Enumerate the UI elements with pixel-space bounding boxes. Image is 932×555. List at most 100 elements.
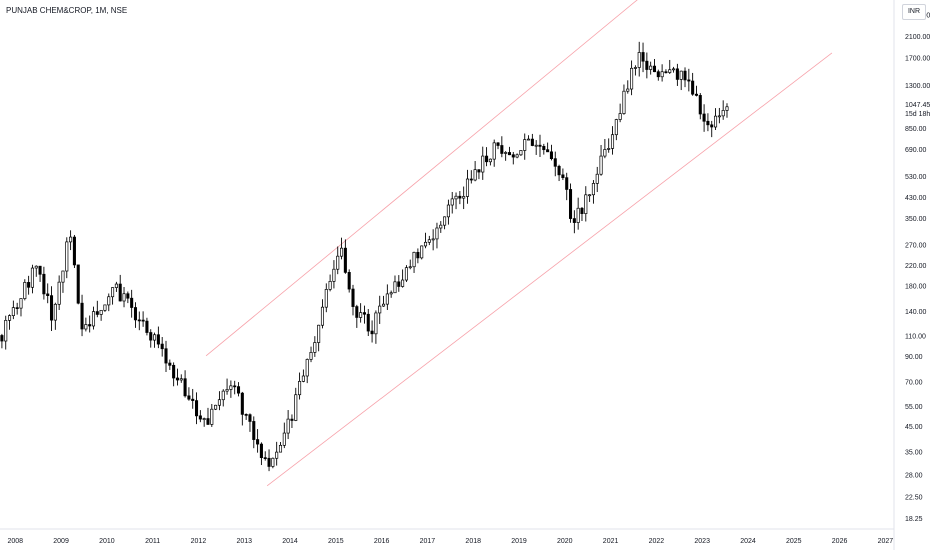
- candle-body: [252, 421, 256, 440]
- candle-body: [500, 145, 504, 154]
- candle-body: [691, 80, 695, 95]
- candle-body: [637, 52, 641, 68]
- candle-body: [49, 295, 54, 321]
- candle-body: [164, 348, 168, 364]
- year-tick-label: 2026: [832, 538, 848, 545]
- candle-body: [412, 251, 416, 268]
- candle-body: [694, 93, 698, 96]
- candle-body: [519, 150, 523, 156]
- candle-body: [622, 90, 626, 114]
- candle-body: [488, 158, 492, 163]
- price-tick-label: 70.00: [905, 379, 923, 386]
- channel-line-upper: [205, 0, 638, 357]
- candle: [214, 404, 218, 411]
- candle-body: [446, 204, 450, 218]
- price-tick-label: 35.00: [905, 450, 923, 457]
- candle: [336, 246, 340, 275]
- candle: [439, 221, 443, 233]
- candle-body: [225, 389, 229, 392]
- candle: [252, 416, 256, 449]
- candle: [538, 134, 542, 157]
- candle-body: [450, 198, 454, 206]
- candle: [622, 84, 626, 115]
- currency-button[interactable]: INR: [902, 4, 926, 20]
- last-price-countdown: 15d 18h: [905, 111, 930, 118]
- candle-body: [141, 319, 145, 322]
- candle: [687, 68, 691, 92]
- candle: [664, 69, 668, 74]
- candle: [607, 138, 611, 153]
- price-tick-label: 2100.00: [905, 34, 930, 41]
- candle: [355, 304, 359, 328]
- candle-body: [271, 457, 275, 467]
- candle-body: [278, 444, 283, 453]
- candle-body: [195, 400, 199, 417]
- year-tick-label: 2008: [7, 538, 23, 545]
- candle-body: [282, 432, 286, 446]
- candle-body: [481, 155, 485, 173]
- candle-body: [404, 267, 408, 281]
- price-tick-label: 690.00: [905, 147, 927, 154]
- candle-body: [133, 307, 138, 321]
- candle-body: [103, 304, 107, 311]
- candle: [614, 118, 618, 141]
- candle-body: [645, 60, 649, 70]
- year-tick-label: 2020: [557, 538, 573, 545]
- candle: [122, 287, 126, 308]
- candle: [267, 449, 271, 472]
- candle-body: [420, 245, 424, 259]
- candle-body: [298, 381, 302, 396]
- candle: [324, 283, 328, 313]
- candle: [206, 407, 210, 426]
- candle-body: [294, 394, 298, 421]
- candle: [492, 139, 496, 167]
- candle-body: [698, 95, 702, 115]
- candle: [244, 413, 248, 420]
- candle-body: [217, 399, 221, 406]
- candle-body: [515, 154, 519, 158]
- year-tick-label: 2025: [786, 538, 802, 545]
- candle-body: [641, 52, 645, 62]
- candle-body: [202, 418, 206, 420]
- year-tick-label: 2012: [191, 538, 207, 545]
- candle: [15, 302, 19, 315]
- candle-body: [557, 165, 561, 176]
- candle: [107, 293, 111, 312]
- candle: [488, 158, 492, 166]
- candle: [187, 387, 191, 401]
- candle: [256, 429, 260, 453]
- candle: [546, 142, 550, 153]
- candle-body: [179, 378, 183, 381]
- candle: [278, 442, 283, 453]
- candle: [137, 311, 141, 331]
- candle: [153, 332, 157, 348]
- candle-body: [443, 216, 447, 226]
- candle-body: [126, 293, 130, 299]
- candle-body: [301, 375, 305, 382]
- year-tick-label: 2011: [145, 538, 160, 545]
- candle: [576, 197, 580, 230]
- candle-body: [664, 71, 668, 74]
- candle: [133, 302, 138, 328]
- candle: [725, 103, 729, 118]
- candle: [221, 389, 225, 407]
- candle-body: [496, 142, 500, 146]
- candle: [57, 275, 61, 310]
- candle-body: [717, 115, 721, 118]
- candle-body: [458, 195, 462, 199]
- candle: [309, 346, 313, 363]
- year-tick-label: 2024: [740, 538, 756, 545]
- candle: [294, 387, 298, 422]
- candle-body: [72, 236, 76, 266]
- candle: [549, 144, 553, 161]
- candle-body: [568, 189, 573, 219]
- candle-body: [4, 319, 8, 342]
- candle: [332, 260, 336, 289]
- last-price-value: 1047.45: [905, 102, 930, 109]
- candle: [343, 239, 347, 274]
- last-price-label: 1047.45 15d 18h: [905, 102, 930, 118]
- candle: [462, 186, 466, 210]
- candle: [446, 199, 450, 225]
